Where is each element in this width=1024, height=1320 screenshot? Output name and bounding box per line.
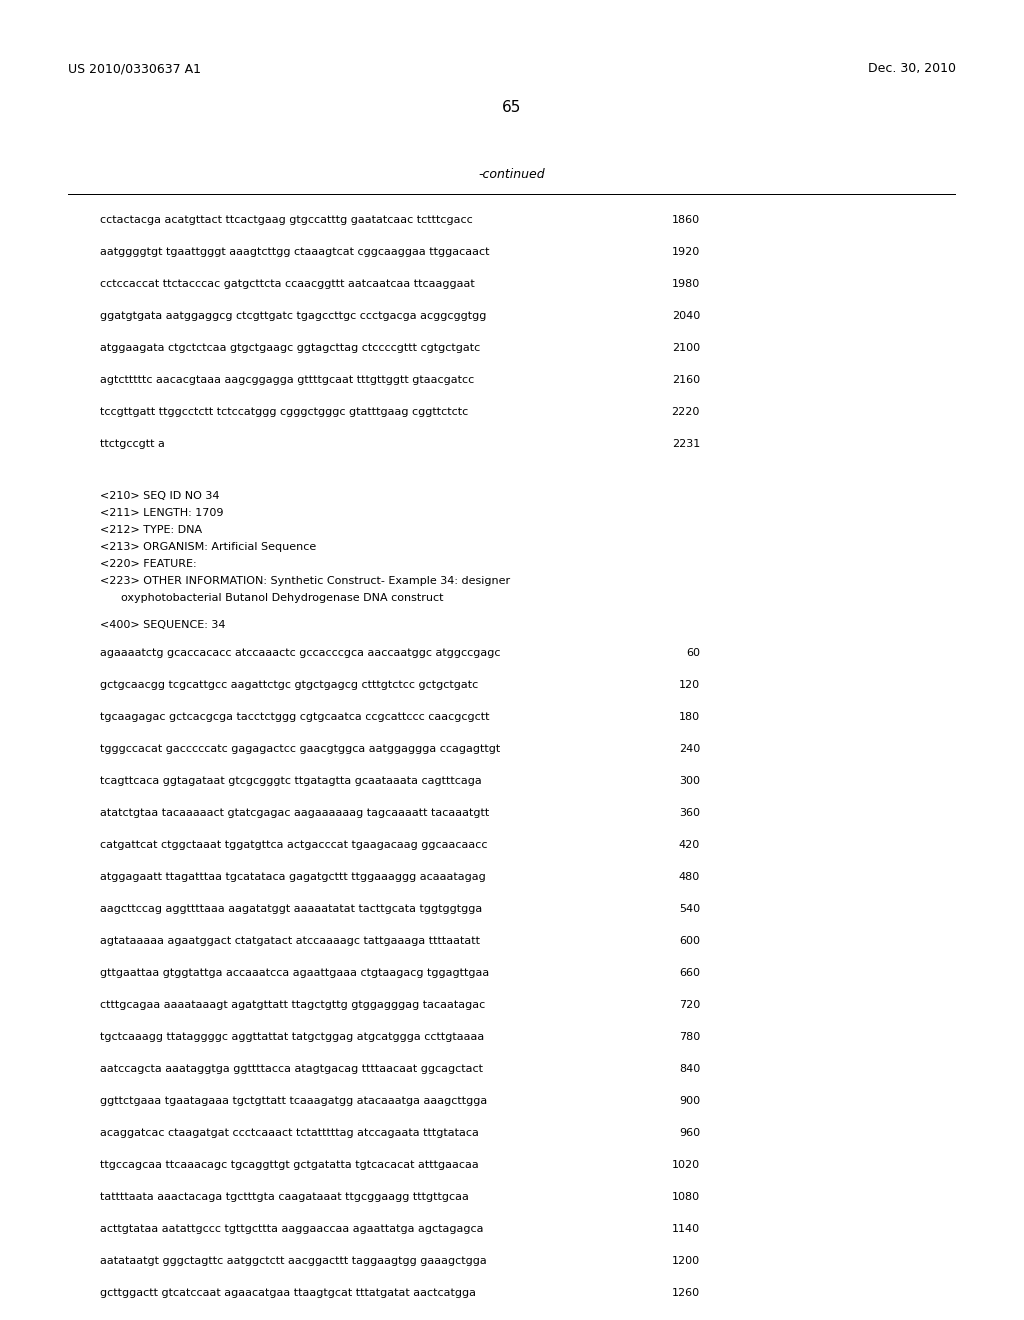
Text: 1080: 1080	[672, 1192, 700, 1203]
Text: ggatgtgata aatggaggcg ctcgttgatc tgagccttgc ccctgacga acggcggtgg: ggatgtgata aatggaggcg ctcgttgatc tgagcct…	[100, 312, 486, 321]
Text: 65: 65	[503, 100, 521, 115]
Text: 660: 660	[679, 968, 700, 978]
Text: <212> TYPE: DNA: <212> TYPE: DNA	[100, 525, 202, 535]
Text: -continued: -continued	[478, 168, 546, 181]
Text: atatctgtaa tacaaaaact gtatcgagac aagaaaaaag tagcaaaatt tacaaatgtt: atatctgtaa tacaaaaact gtatcgagac aagaaaa…	[100, 808, 489, 818]
Text: agtctttttc aacacgtaaa aagcggagga gttttgcaat tttgttggtt gtaacgatcc: agtctttttc aacacgtaaa aagcggagga gttttgc…	[100, 375, 474, 385]
Text: aatataatgt gggctagttc aatggctctt aacggacttt taggaagtgg gaaagctgga: aatataatgt gggctagttc aatggctctt aacggac…	[100, 1257, 486, 1266]
Text: 2220: 2220	[672, 407, 700, 417]
Text: tcagttcaca ggtagataat gtcgcgggtc ttgatagtta gcaataaata cagtttcaga: tcagttcaca ggtagataat gtcgcgggtc ttgatag…	[100, 776, 481, 785]
Text: <211> LENGTH: 1709: <211> LENGTH: 1709	[100, 508, 223, 517]
Text: ttgccagcaa ttcaaacagc tgcaggttgt gctgatatta tgtcacacat atttgaacaa: ttgccagcaa ttcaaacagc tgcaggttgt gctgata…	[100, 1160, 479, 1170]
Text: <220> FEATURE:: <220> FEATURE:	[100, 558, 197, 569]
Text: 120: 120	[679, 680, 700, 690]
Text: aatggggtgt tgaattgggt aaagtcttgg ctaaagtcat cggcaaggaa ttggacaact: aatggggtgt tgaattgggt aaagtcttgg ctaaagt…	[100, 247, 489, 257]
Text: tattttaata aaactacaga tgctttgta caagataaat ttgcggaagg tttgttgcaa: tattttaata aaactacaga tgctttgta caagataa…	[100, 1192, 469, 1203]
Text: gcttggactt gtcatccaat agaacatgaa ttaagtgcat tttatgatat aactcatgga: gcttggactt gtcatccaat agaacatgaa ttaagtg…	[100, 1288, 476, 1298]
Text: tgcaagagac gctcacgcga tacctctggg cgtgcaatca ccgcattccc caacgcgctt: tgcaagagac gctcacgcga tacctctggg cgtgcaa…	[100, 711, 489, 722]
Text: agtataaaaa agaatggact ctatgatact atccaaaagc tattgaaaga ttttaatatt: agtataaaaa agaatggact ctatgatact atccaaa…	[100, 936, 480, 946]
Text: atggagaatt ttagatttaa tgcatataca gagatgcttt ttggaaaggg acaaatagag: atggagaatt ttagatttaa tgcatataca gagatgc…	[100, 873, 485, 882]
Text: <213> ORGANISM: Artificial Sequence: <213> ORGANISM: Artificial Sequence	[100, 543, 316, 552]
Text: agaaaatctg gcaccacacc atccaaactc gccacccgca aaccaatggc atggccgagc: agaaaatctg gcaccacacc atccaaactc gccaccc…	[100, 648, 501, 657]
Text: acaggatcac ctaagatgat ccctcaaact tctatttttag atccagaata tttgtataca: acaggatcac ctaagatgat ccctcaaact tctattt…	[100, 1129, 479, 1138]
Text: 1200: 1200	[672, 1257, 700, 1266]
Text: 360: 360	[679, 808, 700, 818]
Text: 1260: 1260	[672, 1288, 700, 1298]
Text: oxyphotobacterial Butanol Dehydrogenase DNA construct: oxyphotobacterial Butanol Dehydrogenase …	[100, 593, 443, 603]
Text: 600: 600	[679, 936, 700, 946]
Text: 720: 720	[679, 1001, 700, 1010]
Text: acttgtataa aatattgccc tgttgcttta aaggaaccaa agaattatga agctagagca: acttgtataa aatattgccc tgttgcttta aaggaac…	[100, 1224, 483, 1234]
Text: gctgcaacgg tcgcattgcc aagattctgc gtgctgagcg ctttgtctcc gctgctgatc: gctgcaacgg tcgcattgcc aagattctgc gtgctga…	[100, 680, 478, 690]
Text: tccgttgatt ttggcctctt tctccatggg cgggctgggc gtatttgaag cggttctctc: tccgttgatt ttggcctctt tctccatggg cgggctg…	[100, 407, 468, 417]
Text: catgattcat ctggctaaat tggatgttca actgacccat tgaagacaag ggcaacaacc: catgattcat ctggctaaat tggatgttca actgacc…	[100, 840, 487, 850]
Text: tgggccacat gacccccatc gagagactcc gaacgtggca aatggaggga ccagagttgt: tgggccacat gacccccatc gagagactcc gaacgtg…	[100, 744, 501, 754]
Text: aatccagcta aaataggtga ggttttacca atagtgacag ttttaacaat ggcagctact: aatccagcta aaataggtga ggttttacca atagtga…	[100, 1064, 483, 1074]
Text: 480: 480	[679, 873, 700, 882]
Text: 540: 540	[679, 904, 700, 913]
Text: 2100: 2100	[672, 343, 700, 352]
Text: 780: 780	[679, 1032, 700, 1041]
Text: 960: 960	[679, 1129, 700, 1138]
Text: ctttgcagaa aaaataaagt agatgttatt ttagctgttg gtggagggag tacaatagac: ctttgcagaa aaaataaagt agatgttatt ttagctg…	[100, 1001, 485, 1010]
Text: 2231: 2231	[672, 440, 700, 449]
Text: aagcttccag aggttttaaa aagatatggt aaaaatatat tacttgcata tggtggtgga: aagcttccag aggttttaaa aagatatggt aaaaata…	[100, 904, 482, 913]
Text: 1980: 1980	[672, 279, 700, 289]
Text: ggttctgaaa tgaatagaaa tgctgttatt tcaaagatgg atacaaatga aaagcttgga: ggttctgaaa tgaatagaaa tgctgttatt tcaaaga…	[100, 1096, 487, 1106]
Text: 1140: 1140	[672, 1224, 700, 1234]
Text: atggaagata ctgctctcaa gtgctgaagc ggtagcttag ctccccgttt cgtgctgatc: atggaagata ctgctctcaa gtgctgaagc ggtagct…	[100, 343, 480, 352]
Text: 1860: 1860	[672, 215, 700, 224]
Text: 180: 180	[679, 711, 700, 722]
Text: 840: 840	[679, 1064, 700, 1074]
Text: 2160: 2160	[672, 375, 700, 385]
Text: 900: 900	[679, 1096, 700, 1106]
Text: <210> SEQ ID NO 34: <210> SEQ ID NO 34	[100, 491, 219, 502]
Text: US 2010/0330637 A1: US 2010/0330637 A1	[68, 62, 201, 75]
Text: 1920: 1920	[672, 247, 700, 257]
Text: cctccaccat ttctacccac gatgcttcta ccaacggttt aatcaatcaa ttcaaggaat: cctccaccat ttctacccac gatgcttcta ccaacgg…	[100, 279, 475, 289]
Text: Dec. 30, 2010: Dec. 30, 2010	[868, 62, 956, 75]
Text: 420: 420	[679, 840, 700, 850]
Text: cctactacga acatgttact ttcactgaag gtgccatttg gaatatcaac tctttcgacc: cctactacga acatgttact ttcactgaag gtgccat…	[100, 215, 473, 224]
Text: 2040: 2040	[672, 312, 700, 321]
Text: 300: 300	[679, 776, 700, 785]
Text: <223> OTHER INFORMATION: Synthetic Construct- Example 34: designer: <223> OTHER INFORMATION: Synthetic Const…	[100, 576, 510, 586]
Text: gttgaattaa gtggtattga accaaatcca agaattgaaa ctgtaagacg tggagttgaa: gttgaattaa gtggtattga accaaatcca agaattg…	[100, 968, 489, 978]
Text: tgctcaaagg ttataggggc aggttattat tatgctggag atgcatggga ccttgtaaaa: tgctcaaagg ttataggggc aggttattat tatgctg…	[100, 1032, 484, 1041]
Text: <400> SEQUENCE: 34: <400> SEQUENCE: 34	[100, 620, 225, 630]
Text: ttctgccgtt a: ttctgccgtt a	[100, 440, 165, 449]
Text: 1020: 1020	[672, 1160, 700, 1170]
Text: 60: 60	[686, 648, 700, 657]
Text: 240: 240	[679, 744, 700, 754]
